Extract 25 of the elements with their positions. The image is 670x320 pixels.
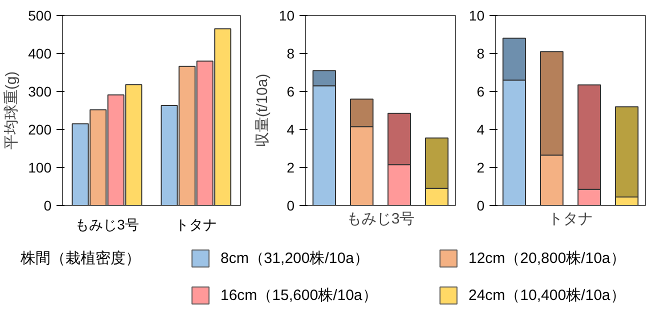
y-tick-label: 300 [28,84,52,100]
legend-label: 12cm（20,800株/10a） [468,250,626,267]
legend-label: 24cm（10,400株/10a） [468,287,626,304]
y-tick-label: 10 [278,8,295,24]
y-tick-label: 8 [286,46,295,62]
y-tick-label: 0 [286,198,295,214]
y-tick-label: 4 [476,122,485,138]
y-axis-title: 平均球重(g) [3,71,20,150]
y-tick-label: 2 [286,160,295,176]
y-tick-label: 8 [476,46,485,62]
y-tick-label: 4 [286,122,295,138]
y-tick-label: 2 [476,160,485,176]
y-tick-label: 0 [476,198,485,214]
y-axis-title: 収量(t/10a) [254,74,271,148]
y-tick-label: 400 [28,46,52,62]
y-tick-label: 200 [28,122,52,138]
y-tick-label: 100 [28,160,52,176]
legend-title: 株間（栽植密度） [20,250,140,267]
y-tick-label: 500 [28,8,52,24]
legend-label: 8cm（31,200株/10a） [220,250,369,267]
legend-label: 16cm（15,600株/10a） [220,287,378,304]
y-tick-label: 10 [468,8,485,24]
y-tick-label: 6 [476,84,485,100]
y-tick-label: 0 [44,198,52,214]
y-tick-label: 6 [286,84,295,100]
